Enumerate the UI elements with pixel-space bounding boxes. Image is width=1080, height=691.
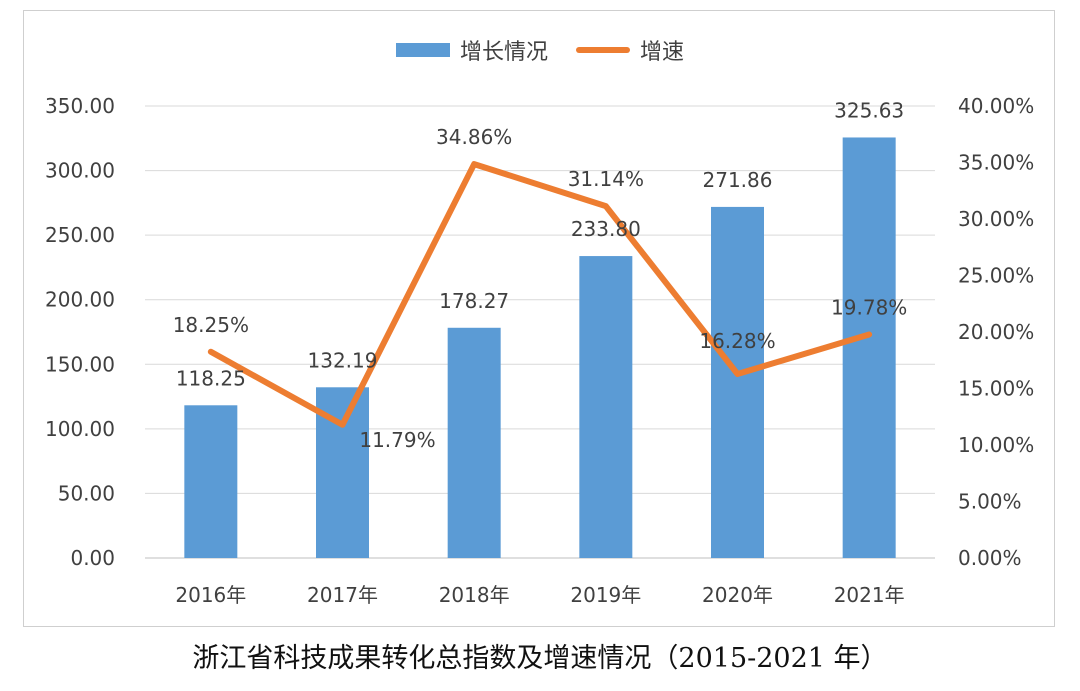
bar xyxy=(711,206,764,558)
line-data-label: 19.78% xyxy=(831,295,907,319)
right-axis-tick-label: 10.00% xyxy=(958,433,1034,457)
left-axis-tick-label: 300.00 xyxy=(45,159,115,183)
legend-bar-swatch xyxy=(395,43,450,57)
line-point xyxy=(473,163,475,165)
right-axis-tick-label: 0.00% xyxy=(958,546,1022,570)
line-point xyxy=(210,351,212,353)
bar-data-label: 118.25 xyxy=(176,366,246,390)
x-axis-tick-label: 2021年 xyxy=(834,583,905,607)
left-axis-tick-label: 350.00 xyxy=(45,94,115,118)
left-axis-tick-label: 250.00 xyxy=(45,223,115,247)
legend: 增长情况 增速 xyxy=(0,34,1080,66)
series-line xyxy=(207,161,873,428)
bar-data-label: 271.86 xyxy=(703,168,773,192)
bar-data-label: 233.80 xyxy=(571,217,641,241)
right-axis-tick-label: 15.00% xyxy=(958,377,1034,401)
x-axis-tick-label: 2016年 xyxy=(175,583,246,607)
right-axis-tick-label: 20.00% xyxy=(958,320,1034,344)
line-data-label: 11.79% xyxy=(359,428,435,452)
legend-bar-label: 增长情况 xyxy=(459,40,548,65)
bar-data-label: 325.63 xyxy=(834,98,904,122)
bar xyxy=(842,137,896,558)
line-point xyxy=(342,424,343,426)
right-axis-tick-label: 40.00% xyxy=(958,94,1034,118)
left-axis-tick-label: 50.00 xyxy=(58,481,115,505)
line-data-label: 16.28% xyxy=(699,329,775,353)
x-axis-tick-label: 2018年 xyxy=(439,583,510,607)
bar xyxy=(184,405,238,558)
bar-data-label: 178.27 xyxy=(439,289,509,313)
line-data-label: 34.86% xyxy=(436,125,512,149)
x-axis-tick-label: 2017年 xyxy=(307,583,378,607)
line-point xyxy=(868,333,870,335)
chart-caption: 浙江省科技成果转化总指数及增速情况（2015-2021 年） xyxy=(192,643,888,674)
left-axis-tick-label: 100.00 xyxy=(45,417,115,441)
right-axis-tick-label: 25.00% xyxy=(958,264,1034,288)
left-axis-tick-label: 0.00 xyxy=(70,546,115,570)
bar xyxy=(579,256,633,558)
x-axis-tick-label: 2019年 xyxy=(570,583,641,607)
right-axis-tick-label: 35.00% xyxy=(958,151,1034,175)
right-axis-tick-label: 30.00% xyxy=(958,207,1034,231)
x-axis-tick-label: 2020年 xyxy=(702,583,773,607)
left-axis-tick-label: 150.00 xyxy=(45,352,115,376)
bar xyxy=(447,327,501,558)
left-axis-tick-label: 200.00 xyxy=(45,288,115,312)
legend-item-bar[interactable]: 增长情况 xyxy=(395,34,548,66)
legend-line-swatch xyxy=(576,47,630,53)
line-point xyxy=(737,373,738,375)
line-data-label: 31.14% xyxy=(568,167,644,191)
legend-line-label: 增速 xyxy=(640,40,685,65)
right-axis-tick-label: 5.00% xyxy=(958,490,1022,514)
line-point xyxy=(605,205,607,207)
chart-frame xyxy=(23,10,1055,627)
legend-item-line[interactable]: 增速 xyxy=(576,34,684,66)
bar-data-label: 132.19 xyxy=(308,348,378,372)
line-data-label: 18.25% xyxy=(173,313,249,337)
